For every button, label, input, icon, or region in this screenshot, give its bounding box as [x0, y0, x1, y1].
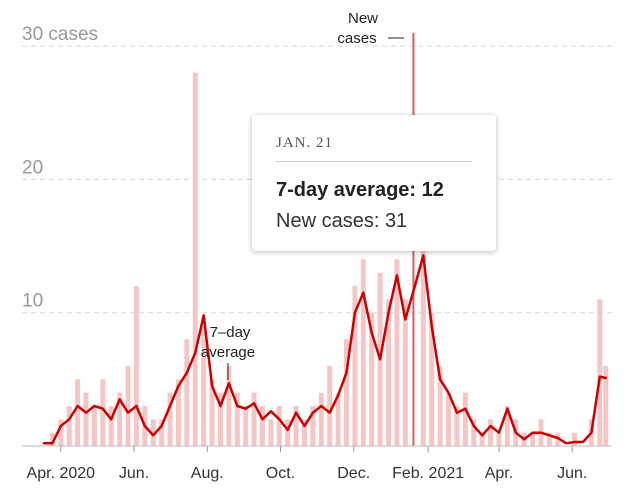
y-tick-label-30: 30 cases: [22, 24, 98, 45]
case-bar-48: [446, 392, 452, 446]
case-bar-45: [420, 232, 426, 446]
case-bar-58: [530, 432, 536, 446]
case-bar-16: [175, 379, 181, 446]
tooltip-average-value: 12: [421, 179, 444, 201]
case-bar-33: [318, 392, 324, 446]
case-bar-51: [471, 419, 477, 446]
tooltip-date: JAN. 21: [276, 135, 472, 162]
case-bar-39: [369, 312, 375, 446]
case-bar-52: [479, 432, 485, 446]
annotation-new-line2: cases: [337, 30, 376, 47]
case-bar-6: [91, 406, 97, 446]
case-bar-17: [184, 339, 190, 446]
case-bar-21: [217, 392, 223, 446]
y-tick-label-20: 20: [22, 157, 43, 178]
case-bar-28: [276, 406, 282, 446]
case-bar-38: [360, 259, 366, 446]
seven-day-average-line: [42, 254, 608, 445]
case-bar-14: [159, 419, 165, 446]
case-bar-35: [335, 392, 341, 446]
case-bar-50: [462, 392, 468, 446]
case-bar-32: [310, 406, 316, 446]
annotation-new-line1: New: [348, 10, 378, 27]
case-bar-43: [402, 299, 408, 446]
case-bar-36: [344, 339, 350, 446]
case-bar-26: [259, 406, 265, 446]
case-bar-31: [301, 419, 307, 446]
case-bar-42: [394, 259, 400, 446]
case-bar-19: [201, 326, 207, 446]
tooltip-average-row: 7-day average: 12: [276, 179, 472, 202]
case-bar-18: [192, 72, 198, 446]
case-bar-24: [243, 406, 249, 446]
x-tick-label-2: Aug.: [191, 465, 224, 482]
case-bar-34: [327, 366, 333, 446]
case-bar-23: [234, 392, 240, 446]
case-bar-22: [226, 366, 232, 446]
case-bar-5: [83, 392, 89, 446]
x-tick-label-1: Jun.: [119, 465, 149, 482]
case-bar-20: [209, 379, 215, 446]
tooltip-new-cases-label: New cases:: [276, 210, 380, 232]
case-bar-60: [546, 432, 552, 446]
case-bar-49: [454, 406, 460, 446]
case-bar-67: [603, 366, 609, 446]
tooltip-average-label: 7-day average:: [276, 179, 417, 201]
case-bar-47: [437, 366, 443, 446]
case-bar-27: [268, 419, 274, 446]
hover-tooltip: JAN. 21 7-day average: 12 New cases: 31: [252, 115, 496, 251]
case-bar-8: [108, 406, 114, 446]
case-bar-30: [293, 406, 299, 446]
case-bar-41: [386, 299, 392, 446]
case-bar-46: [429, 312, 435, 446]
case-bar-4: [75, 379, 81, 446]
case-bar-63: [572, 432, 578, 446]
x-tick-label-5: Feb. 2021: [392, 465, 464, 482]
x-tick-label-0: Apr. 2020: [27, 465, 96, 482]
case-bar-2: [58, 419, 64, 446]
tooltip-new-cases-value: 31: [384, 210, 408, 232]
tooltip-new-cases-row: New cases: 31: [276, 210, 472, 233]
case-bar-53: [488, 419, 494, 446]
case-bar-55: [504, 406, 510, 446]
case-bar-10: [125, 366, 131, 446]
x-tick-label-6: Apr.: [485, 465, 513, 482]
annotation-avg-line2: average: [201, 344, 255, 361]
case-bar-66: [597, 299, 603, 446]
x-axis-ticks: Apr. 2020 Jun. Aug. Oct. Dec. Feb. 2021 Apr. Ju…: [27, 446, 587, 482]
case-bar-9: [117, 392, 123, 446]
case-bar-3: [66, 406, 72, 446]
x-tick-label-4: Dec.: [337, 465, 370, 482]
y-axis-labels: 10 20 30 cases: [22, 24, 98, 312]
case-bar-29: [285, 419, 291, 446]
case-bar-11: [133, 286, 139, 446]
case-bar-37: [352, 286, 358, 446]
case-bar-7: [100, 379, 106, 446]
case-bar-15: [167, 392, 173, 446]
seven-day-average-path: [42, 254, 608, 445]
case-bar-25: [251, 392, 257, 446]
x-tick-label-7: Jun.: [557, 465, 587, 482]
annotation-avg-line1: 7–day: [210, 324, 251, 341]
x-tick-label-3: Oct.: [266, 465, 295, 482]
case-bar-54: [496, 432, 502, 446]
case-bar-13: [150, 419, 156, 446]
case-bar-1: [49, 432, 55, 446]
y-tick-label-10: 10: [22, 291, 43, 312]
